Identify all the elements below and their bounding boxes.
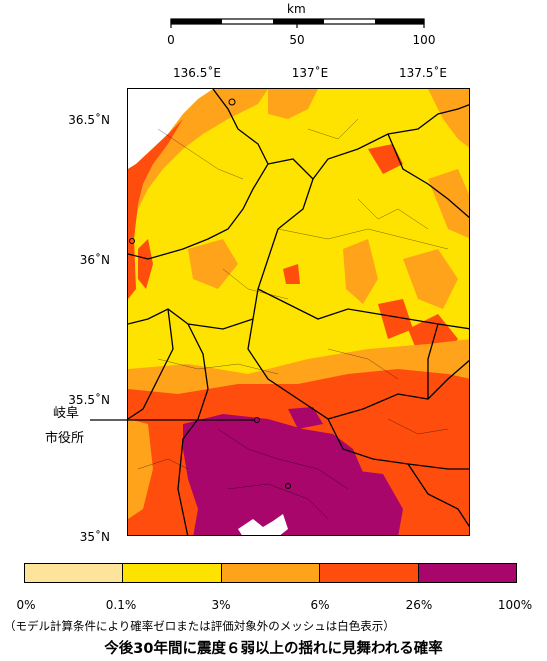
legend-seg-4 (418, 564, 517, 582)
lat-label-35: 35˚N (79, 530, 110, 544)
scale-label-50: 50 (289, 33, 305, 47)
legend-seg-1 (123, 564, 222, 582)
city-label-line1: 岐阜 (53, 406, 80, 421)
city-pointer-line (90, 419, 255, 421)
legend-seg-2 (221, 564, 321, 582)
lon-label-137-5: 137.5˚E (399, 66, 447, 80)
scale-bar (170, 18, 425, 28)
lat-label-35-5: 35.5˚N (68, 393, 110, 407)
legend-tick-0: 0% (16, 598, 36, 612)
hazard-map (127, 88, 470, 536)
legend-note: （モデル計算条件により確率ゼロまたは評価対象外のメッシュは白色表示） (4, 619, 395, 633)
legend-bar (24, 563, 517, 583)
map-title: 今後30年間に震度６弱以上の揺れに見舞われる確率 (104, 641, 443, 657)
legend-seg-3 (320, 564, 419, 582)
legend-tick-1: 0.1% (105, 598, 137, 612)
scale-unit-label: km (287, 2, 306, 16)
lon-label-137: 137˚E (291, 66, 329, 80)
lat-label-36: 36˚N (79, 253, 110, 267)
legend-tick-5: 100% (497, 598, 533, 612)
legend-tick-2: 3% (211, 598, 231, 612)
lon-label-136-5: 136.5˚E (173, 66, 221, 80)
legend-tick-4: 26% (405, 598, 433, 612)
hazard-map-svg (128, 89, 469, 535)
scale-label-100: 100 (412, 33, 436, 47)
scale-label-0: 0 (167, 33, 175, 47)
lat-label-36-5: 36.5˚N (68, 113, 110, 127)
legend-tick-3: 6% (310, 598, 330, 612)
city-label-line2: 市役所 (45, 431, 85, 446)
legend-seg-0 (25, 564, 124, 582)
